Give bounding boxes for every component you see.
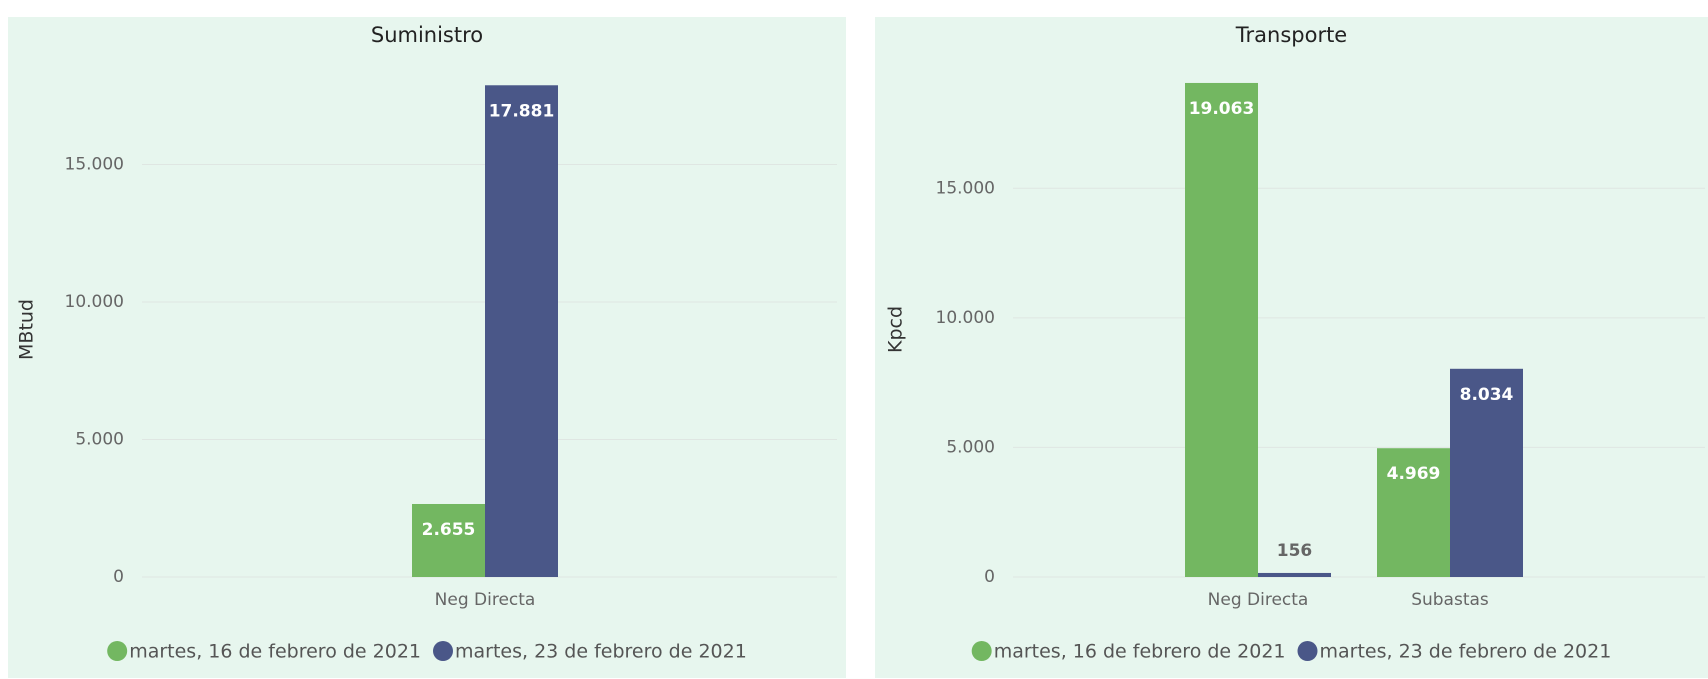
legend-label: martes, 16 de febrero de 2021 xyxy=(129,641,421,663)
bar xyxy=(1185,82,1258,578)
data-label: 8.034 xyxy=(1460,385,1514,405)
bar xyxy=(1258,572,1331,577)
legend: martes, 16 de febrero de 2021 martes, 23 … xyxy=(107,641,747,663)
y-axis-title: Kpcd xyxy=(885,306,907,353)
chart-title: Transporte xyxy=(1235,23,1347,47)
y-tick-label: 10.000 xyxy=(936,308,995,328)
legend-swatch xyxy=(107,641,128,661)
y-tick-label: 15.000 xyxy=(65,155,124,175)
legend-label: martes, 16 de febrero de 2021 xyxy=(994,641,1286,663)
x-tick-label: Neg Directa xyxy=(435,590,536,610)
legend-swatch xyxy=(1297,641,1318,661)
legend-swatch xyxy=(433,641,453,661)
bar xyxy=(1450,368,1523,577)
y-tick-label: 15.000 xyxy=(936,178,995,198)
data-label: 156 xyxy=(1277,541,1313,561)
data-label: 17.881 xyxy=(489,101,555,121)
y-tick-label: 5.000 xyxy=(946,437,995,457)
x-tick-label: Subastas xyxy=(1411,590,1489,610)
chart-title: Suministro xyxy=(371,23,483,47)
y-axis-title: MBtud xyxy=(16,299,38,360)
bar xyxy=(1377,448,1450,577)
legend-label: martes, 23 de febrero de 2021 xyxy=(455,641,747,663)
legend: martes, 16 de febrero de 2021 martes, 23 … xyxy=(971,641,1612,663)
data-label: 2.655 xyxy=(422,520,476,540)
y-tick-label: 0 xyxy=(984,567,995,587)
data-label: 19.063 xyxy=(1189,99,1255,119)
data-label: 4.969 xyxy=(1387,464,1441,484)
y-tick-label: 0 xyxy=(113,567,124,587)
x-tick-label: Neg Directa xyxy=(1208,590,1309,610)
bar xyxy=(485,85,558,578)
panel xyxy=(8,17,846,678)
panel xyxy=(875,17,1708,678)
y-tick-label: 5.000 xyxy=(75,430,124,450)
bar xyxy=(412,503,485,577)
legend-label: martes, 23 de febrero de 2021 xyxy=(1320,641,1612,663)
legend-swatch xyxy=(971,641,992,661)
y-tick-label: 10.000 xyxy=(65,292,124,312)
